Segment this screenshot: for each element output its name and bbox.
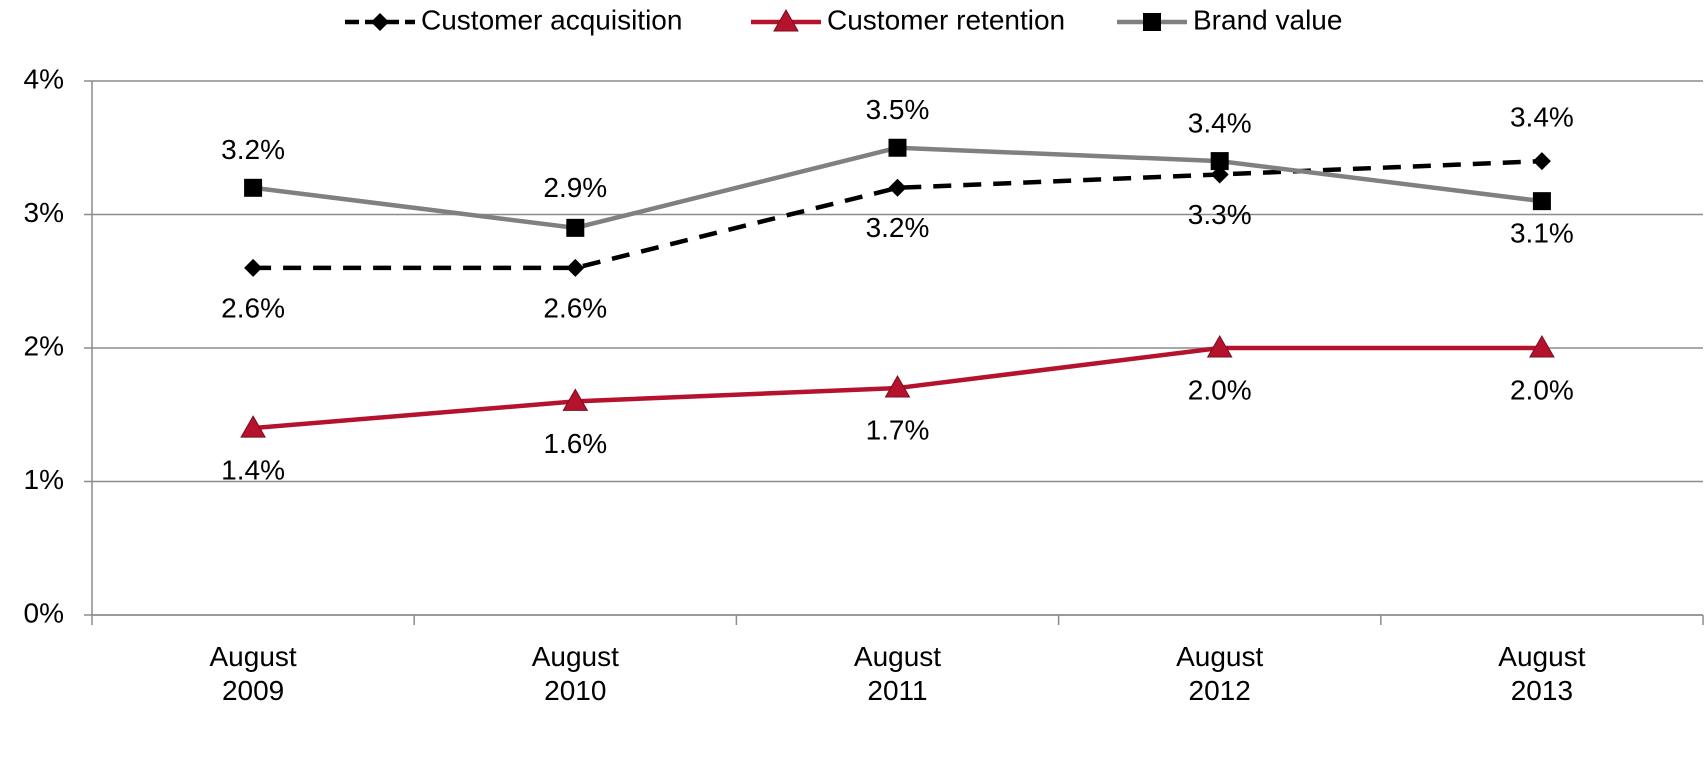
- data-label: 3.1%: [1510, 218, 1574, 249]
- legend-label: Customer acquisition: [421, 4, 682, 35]
- legend-label: Brand value: [1193, 4, 1342, 35]
- data-label: 2.6%: [543, 292, 607, 323]
- data-label: 3.2%: [866, 212, 930, 243]
- data-label: 3.4%: [1188, 107, 1252, 138]
- x-tick-label: August 2013: [1498, 641, 1586, 706]
- marker: [1206, 334, 1233, 358]
- y-tick-label: 3%: [24, 197, 64, 228]
- data-label: 3.3%: [1188, 199, 1252, 230]
- marker: [566, 258, 585, 277]
- marker: [244, 178, 263, 197]
- data-label: 2.0%: [1510, 374, 1574, 405]
- data-label: 3.5%: [866, 94, 930, 125]
- marker: [566, 218, 585, 237]
- line: [253, 158, 1542, 271]
- data-label: 3.2%: [221, 134, 285, 165]
- data-label: 2.6%: [221, 292, 285, 323]
- marker: [1529, 334, 1555, 358]
- marker: [562, 388, 589, 411]
- marker: [371, 13, 389, 31]
- marker: [1532, 152, 1551, 171]
- y-tick-label: 0%: [24, 597, 64, 628]
- x-tick-label: August 2010: [531, 641, 619, 706]
- marker: [773, 8, 799, 32]
- marker: [884, 375, 911, 398]
- data-label: 1.7%: [866, 414, 930, 445]
- marker: [240, 415, 266, 438]
- x-tick-label: August 2011: [853, 641, 942, 706]
- data-label: 1.6%: [543, 428, 607, 459]
- y-tick-label: 1%: [24, 464, 64, 495]
- data-label: 2.0%: [1188, 374, 1252, 405]
- marker: [1532, 192, 1551, 211]
- x-tick-label: August 2012: [1176, 641, 1264, 706]
- marker: [1143, 13, 1161, 31]
- marker: [244, 258, 263, 277]
- data-label: 2.9%: [543, 172, 607, 203]
- y-tick-label: 2%: [24, 330, 64, 361]
- marker: [888, 178, 907, 197]
- legend-label: Customer retention: [827, 4, 1065, 35]
- data-label: 3.4%: [1510, 101, 1574, 132]
- marker: [888, 138, 907, 157]
- x-tick-label: August 2009: [209, 641, 297, 706]
- marker: [1210, 152, 1229, 171]
- data-label: 1.4%: [221, 454, 285, 485]
- y-tick-label: 4%: [24, 63, 64, 94]
